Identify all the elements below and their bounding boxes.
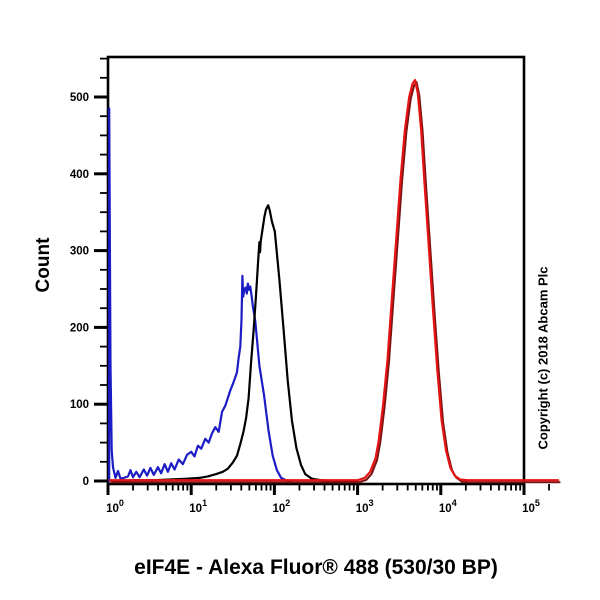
curve-negative-control-blue [108, 107, 293, 483]
x-tick-label: 101 [189, 498, 207, 515]
x-tick-label: 100 [106, 498, 124, 515]
x-tick-label: 103 [356, 498, 374, 515]
curve-eif4e-stained-red [108, 78, 560, 482]
x-tick-label: 104 [439, 498, 457, 515]
curve-isotype-control-black [111, 204, 359, 483]
x-axis-title: eIF4E - Alexa Fluor® 488 (530/30 BP) [134, 556, 498, 579]
y-tick-label: 300 [70, 246, 89, 258]
y-tick-label: 100 [70, 399, 89, 411]
y-axis-title: Count [33, 237, 54, 293]
y-tick-label: 0 [83, 476, 89, 488]
copyright-text: Copyright (c) 2018 Abcam Plc [535, 266, 551, 450]
x-tick-label: 105 [522, 498, 540, 515]
y-tick-label: 500 [70, 92, 89, 104]
plot-frame [106, 55, 526, 486]
y-tick-label: 200 [70, 322, 89, 334]
y-tick-label: 400 [70, 169, 89, 181]
x-tick-label: 102 [272, 498, 290, 515]
curve-eif4e-stained-red [110, 81, 561, 484]
